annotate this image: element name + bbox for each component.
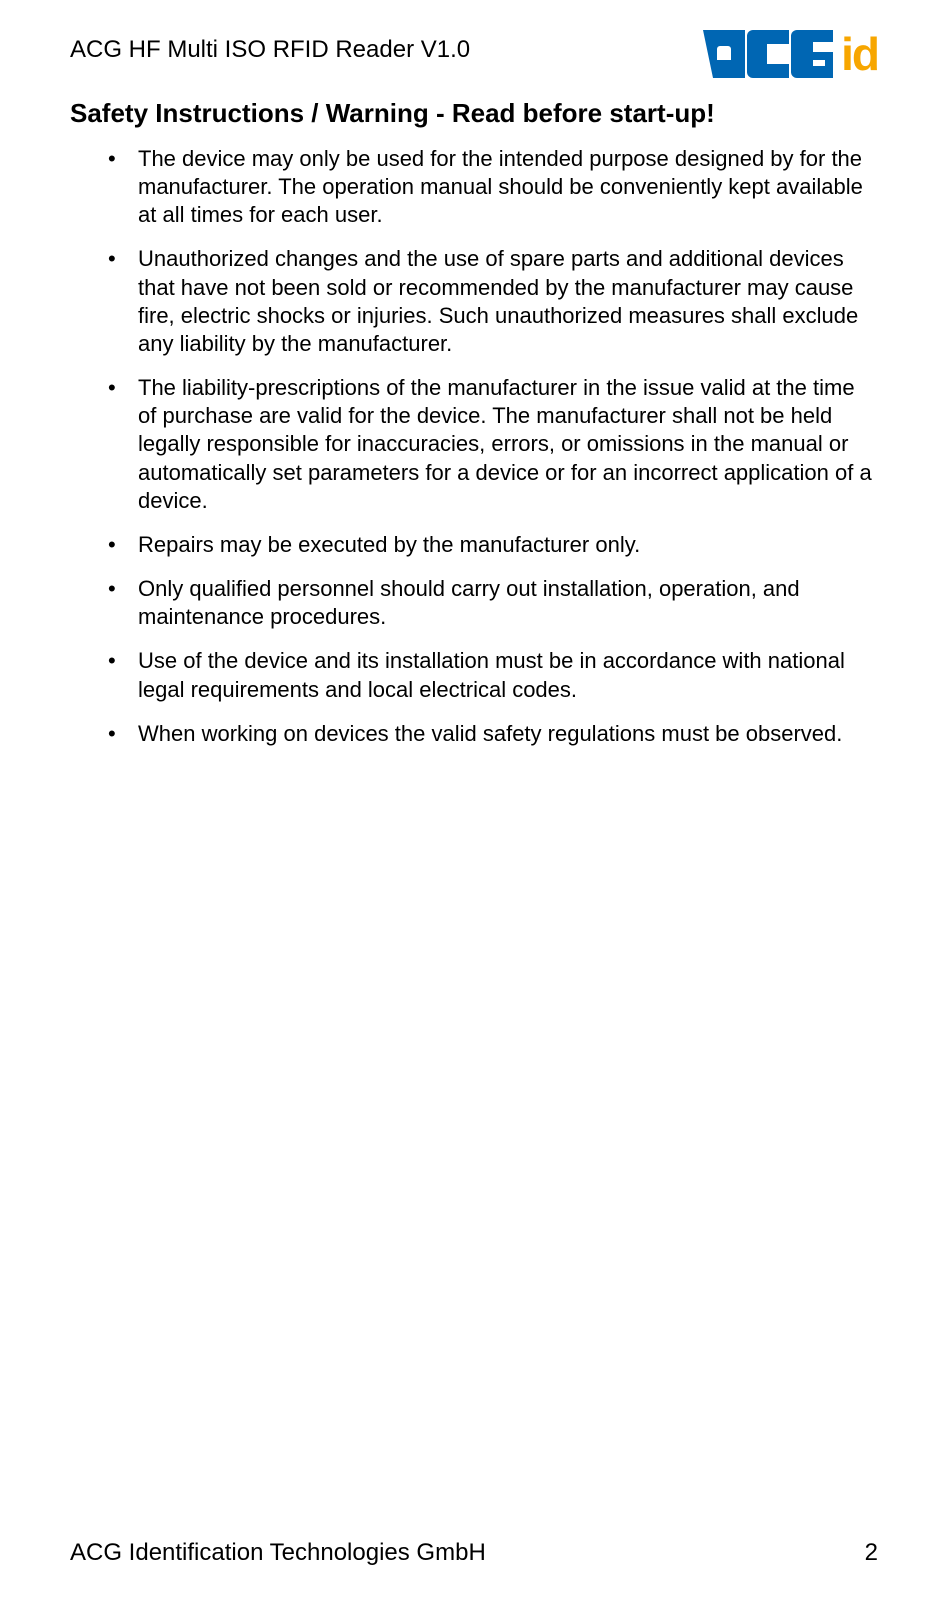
list-item: Repairs may be executed by the manufactu… (108, 531, 878, 559)
logo-acg-mark (703, 30, 833, 78)
logo-id-suffix: id (841, 31, 878, 77)
footer-company: ACG Identification Technologies GmbH (70, 1539, 486, 1567)
safety-bullet-list: The device may only be used for the inte… (70, 145, 878, 748)
list-item: Use of the device and its installation m… (108, 647, 878, 703)
acg-logo: id (703, 30, 878, 78)
list-item: Unauthorized changes and the use of spar… (108, 245, 878, 358)
logo-letter-g (791, 30, 833, 78)
safety-heading: Safety Instructions / Warning - Read bef… (70, 98, 878, 129)
document-title: ACG HF Multi ISO RFID Reader V1.0 (70, 30, 470, 64)
logo-letter-a (703, 30, 745, 78)
logo-letter-c (747, 30, 789, 78)
list-item: When working on devices the valid safety… (108, 720, 878, 748)
footer-page-number: 2 (865, 1539, 878, 1567)
list-item: The device may only be used for the inte… (108, 145, 878, 229)
page-header: ACG HF Multi ISO RFID Reader V1.0 id (70, 30, 878, 78)
page-footer: ACG Identification Technologies GmbH 2 (70, 1539, 878, 1567)
list-item: Only qualified personnel should carry ou… (108, 575, 878, 631)
list-item: The liability-prescriptions of the manuf… (108, 374, 878, 515)
